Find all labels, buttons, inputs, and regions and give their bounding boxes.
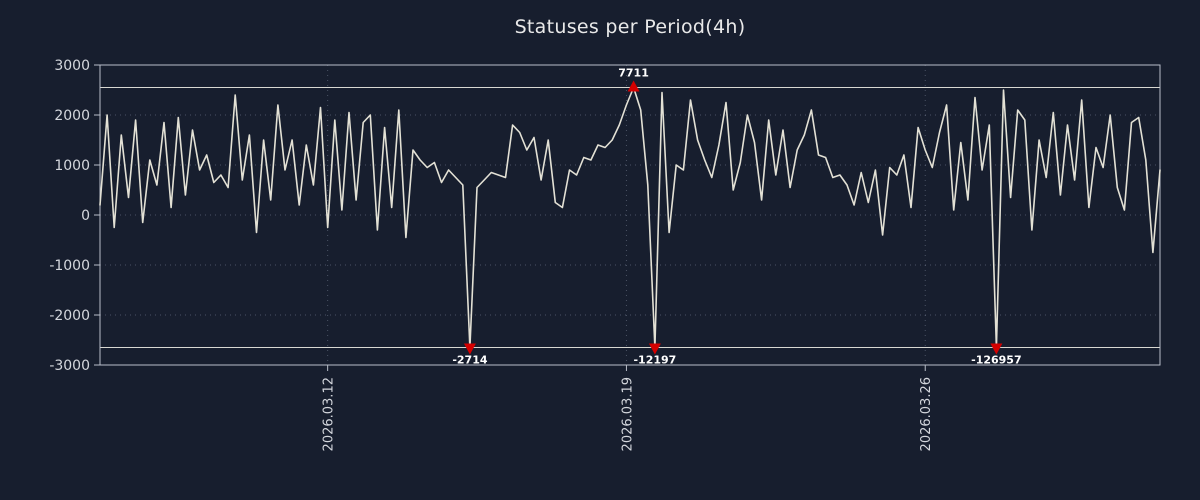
y-tick-label: -3000 <box>49 358 90 374</box>
x-tick-label: 2026.03.26 <box>919 377 934 451</box>
outlier-label: -2714 <box>452 354 488 367</box>
outlier-marker-down <box>990 343 1003 355</box>
outlier-marker-down <box>648 343 661 355</box>
y-tick-label: 1000 <box>54 158 90 174</box>
x-tick-label: 2026.03.12 <box>322 377 337 451</box>
chart-title: Statuses per Period(4h) <box>514 16 746 38</box>
x-tick-label: 2026.03.19 <box>620 377 635 451</box>
outlier-marker-up <box>627 80 640 92</box>
y-tick-label: 3000 <box>54 58 90 74</box>
y-tick-label: 2000 <box>54 108 90 124</box>
y-tick-label: -2000 <box>49 308 90 324</box>
outlier-label: -12197 <box>633 354 676 367</box>
outlier-label: 7711 <box>618 67 649 80</box>
y-tick-label: 0 <box>81 208 90 224</box>
outlier-marker-down <box>463 343 476 355</box>
plot-frame <box>99 64 1161 366</box>
outlier-label: -126957 <box>971 354 1022 367</box>
y-tick-label: -1000 <box>49 258 90 274</box>
series-line <box>99 86 1161 349</box>
